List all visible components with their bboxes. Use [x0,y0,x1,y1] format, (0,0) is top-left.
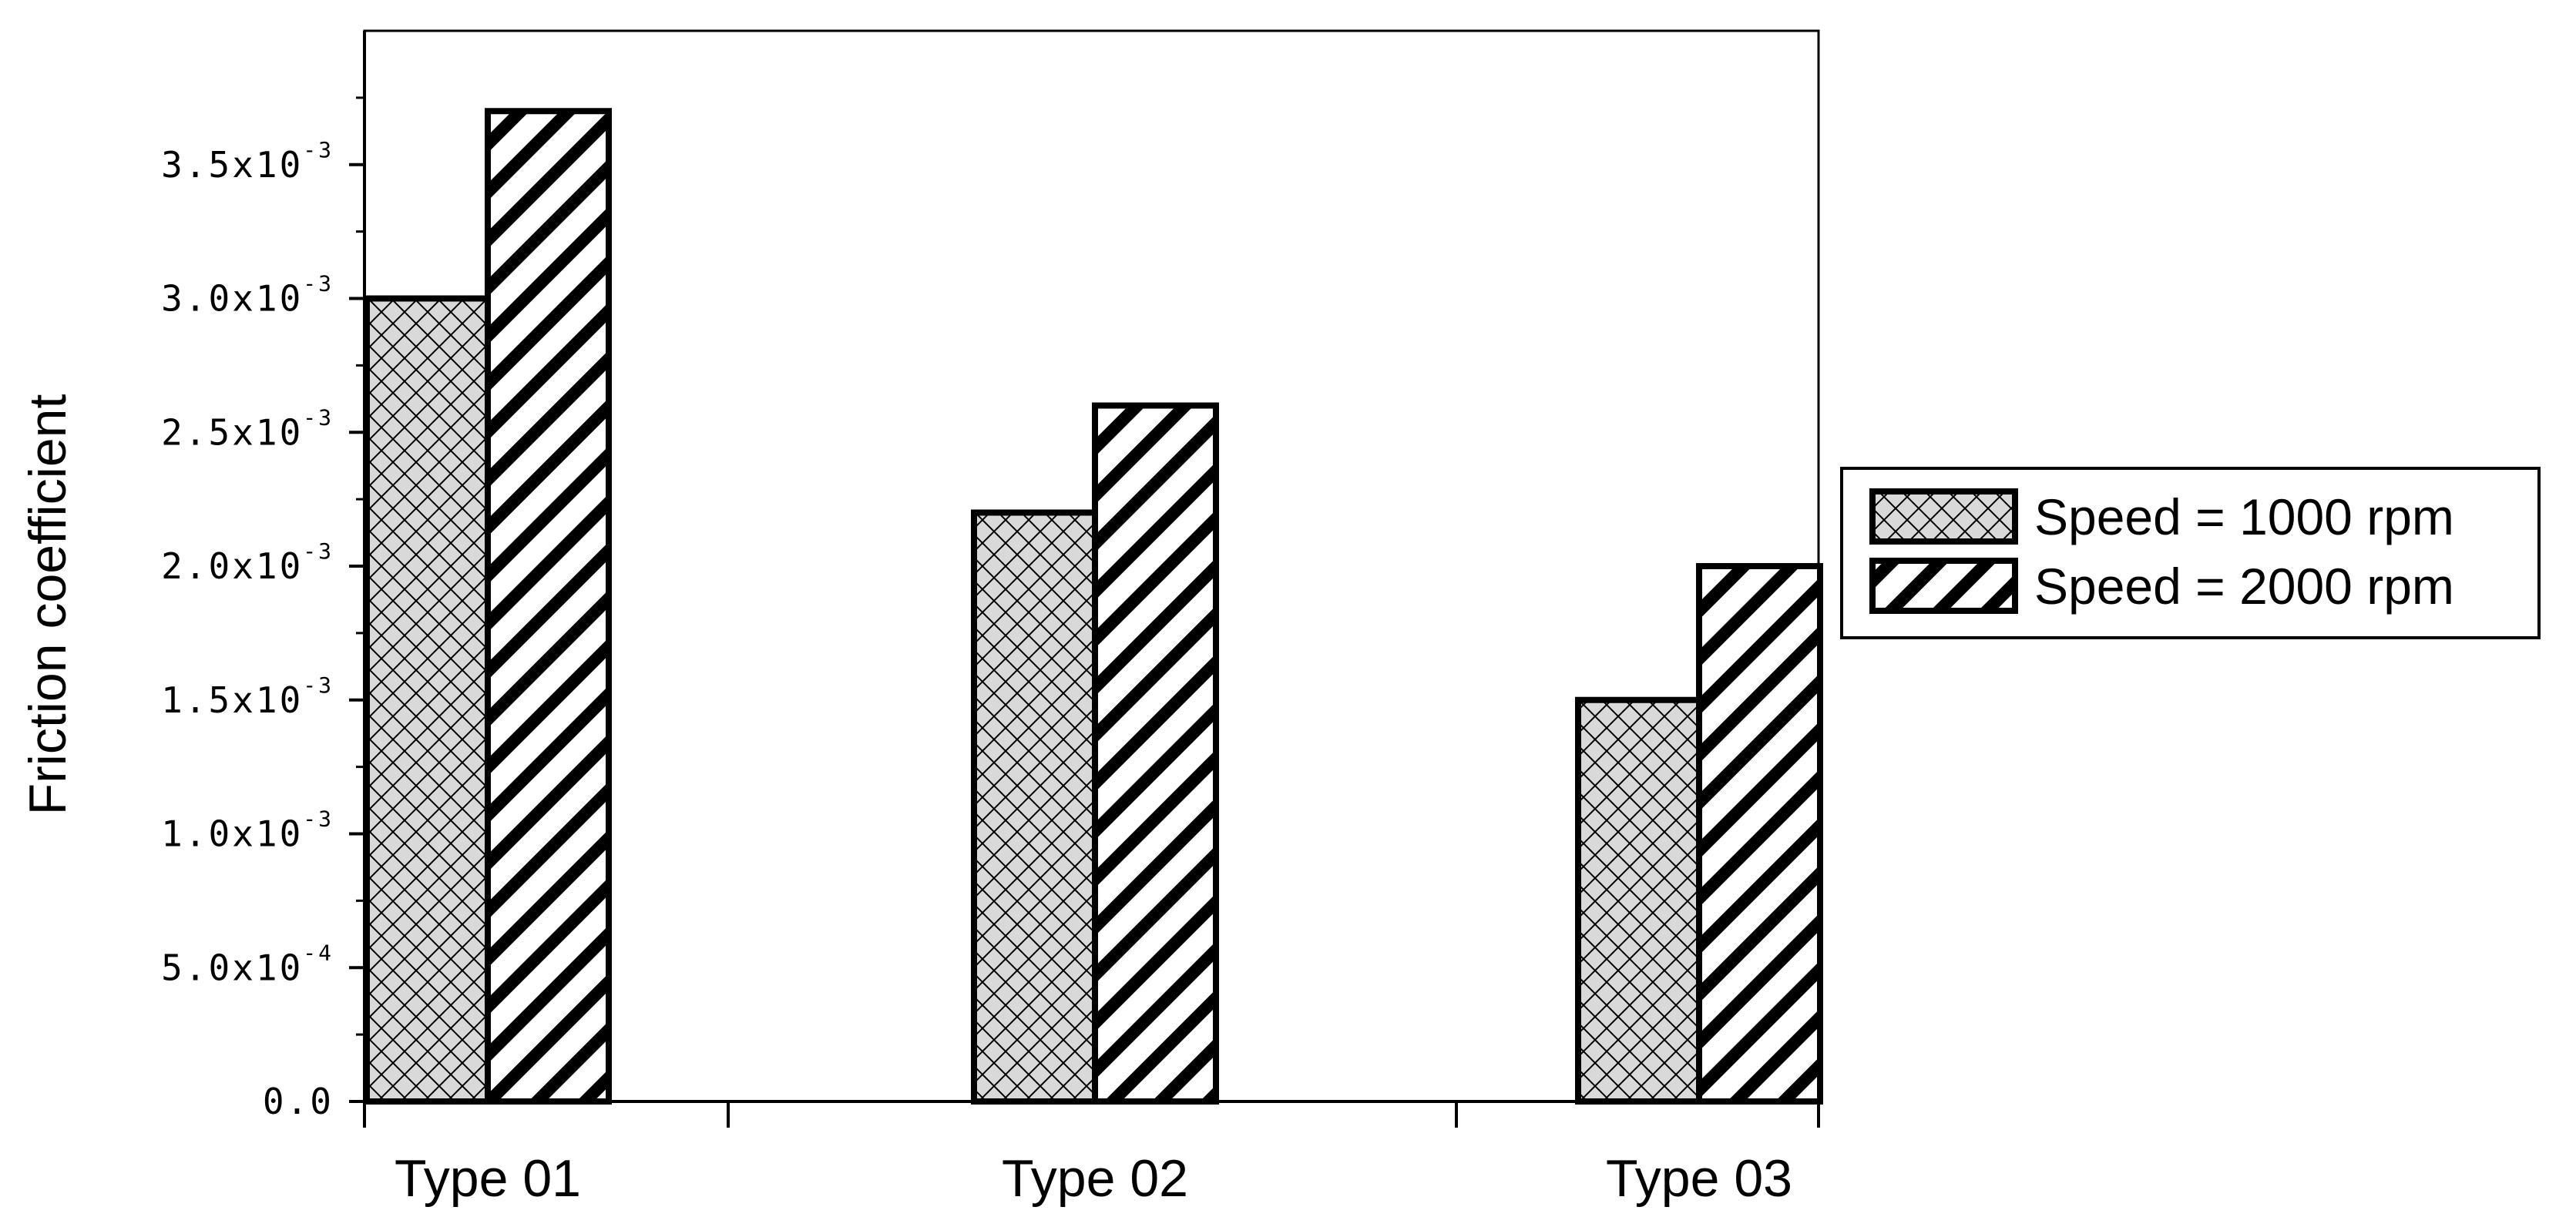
x-category-label: Type 02 [1002,1149,1188,1208]
bars-group [364,108,1823,1105]
y-tick-label: 1.5x10-3 [161,672,334,721]
axes-group: 0.0 5.0x10-4 1.0x10-3 1.5x10-3 2.0x10-3 2.5x1… [18,31,1820,1208]
bar-1000rpm-type-02 [971,509,1098,1105]
y-tick-label: 0.0 [263,1081,334,1122]
legend-swatch [1869,558,2018,614]
y-tick-label: 2.5x10-3 [161,404,334,453]
x-category-label: Type 01 [395,1149,581,1208]
bar-2000rpm-type-03 [1696,563,1823,1105]
y-tick-label: 3.5x10-3 [161,137,334,186]
y-tick-label: 1.0x10-3 [161,806,334,855]
bar-1000rpm-type-03 [1575,696,1702,1105]
bar-1000rpm-type-01 [364,295,491,1105]
x-category-label: Type 03 [1606,1149,1792,1208]
y-tick-label: 5.0x10-4 [161,940,334,988]
legend-label: Speed = 1000 rpm [2034,488,2454,545]
y-tick-label: 3.0x10-3 [161,271,334,320]
y-tick-label: 2.0x10-3 [161,538,334,587]
legend: Speed = 1000 rpm Speed = 2000 rpm [1840,467,2541,639]
legend-label: Speed = 2000 rpm [2034,558,2454,615]
bar-2000rpm-type-01 [485,108,612,1105]
legend-swatch [1869,488,2018,545]
bar-2000rpm-type-02 [1092,402,1219,1105]
y-axis-title: Friction coefficient [18,394,77,816]
